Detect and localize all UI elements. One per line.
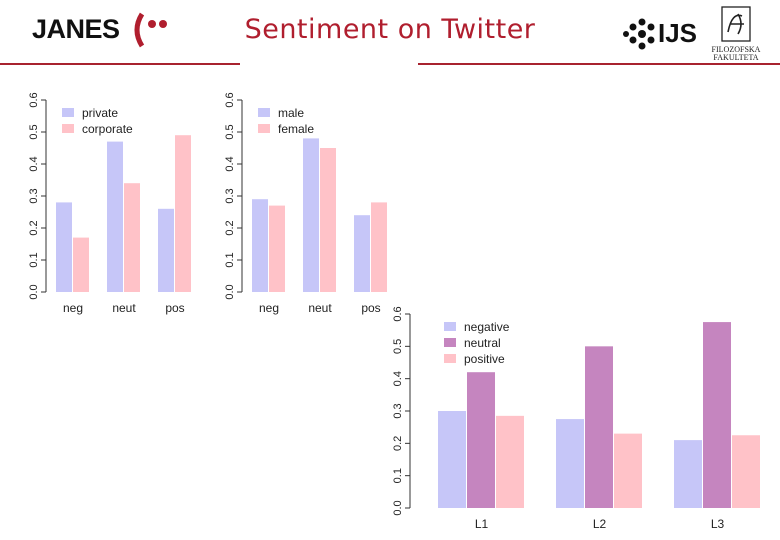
x-category-label: pos (361, 301, 380, 315)
bar-corporate-neut (124, 183, 140, 292)
bar-positive-L3 (732, 435, 760, 508)
y-tick-label: 0.2 (28, 220, 40, 235)
ff-logo-caption: FILOZOFSKA FAKULTETA (711, 45, 761, 62)
bar-male-neg (252, 199, 268, 292)
y-tick-label: 0.0 (28, 284, 40, 299)
bar-private-neg (56, 202, 72, 292)
bar-male-pos (354, 215, 370, 292)
x-category-label: neg (63, 301, 83, 315)
bar-corporate-pos (175, 135, 191, 292)
legend-label-neutral: neutral (464, 336, 501, 350)
y-tick-label: 0.1 (224, 252, 236, 267)
bar-neutral-L1 (467, 372, 495, 508)
x-category-label: pos (165, 301, 184, 315)
legend-swatch-private (62, 108, 74, 117)
bar-female-neg (269, 205, 285, 292)
page-title: Sentiment on Twitter (244, 14, 536, 45)
y-tick-label: 0.1 (392, 468, 404, 483)
y-tick-label: 0.3 (224, 188, 236, 203)
bar-male-neut (303, 138, 319, 292)
legend-label-negative: negative (464, 320, 510, 334)
legend-label-male: male (278, 106, 304, 120)
legend-swatch-corporate (62, 124, 74, 133)
chart-private-corporate: 0.0 0.1 0.2 0.3 0.4 0.5 0.6 neg neut pos private co… (28, 92, 191, 315)
bar-private-neut (107, 141, 123, 292)
legend-label-positive: positive (464, 352, 505, 366)
y-tick-label: 0.4 (28, 156, 40, 171)
legend-label-corporate: corporate (82, 122, 133, 136)
janes-logo-text: JANES (32, 14, 120, 44)
y-tick-label: 0.1 (28, 252, 40, 267)
y-tick-label: 0.3 (28, 188, 40, 203)
x-category-label: L2 (593, 517, 607, 531)
y-tick-label: 0.3 (392, 403, 404, 418)
x-category-label: neut (308, 301, 332, 315)
x-category-label: neg (259, 301, 279, 315)
header-divider-right (418, 63, 780, 65)
x-category-label: neut (112, 301, 136, 315)
bar-neutral-L2 (585, 346, 613, 508)
y-tick-label: 0.5 (392, 339, 404, 354)
y-tick-label: 0.0 (224, 284, 236, 299)
y-tick-label: 0.6 (392, 306, 404, 321)
y-tick-label: 0.4 (392, 371, 404, 386)
y-tick-label: 0.4 (224, 156, 236, 171)
legend-swatch-female (258, 124, 270, 133)
ijs-logo: IJS (622, 18, 697, 59)
chart-language-levels: 0.0 0.1 0.2 0.3 0.4 0.5 0.6 L1 L2 L3 negative neutr… (392, 306, 760, 531)
y-tick-label: 0.6 (28, 92, 40, 107)
ff-logo: FILOZOFSKA FAKULTETA (708, 6, 764, 62)
ijs-dots-icon (623, 18, 655, 50)
x-category-label: L3 (711, 517, 725, 531)
y-tick-label: 0.5 (224, 124, 236, 139)
janes-mark-icon (134, 12, 167, 48)
legend-label-private: private (82, 106, 118, 120)
y-tick-label: 0.6 (224, 92, 236, 107)
bar-positive-L2 (614, 433, 642, 508)
legend-swatch-negative (444, 322, 456, 331)
janes-logo: JANES (32, 12, 167, 54)
bar-negative-L2 (556, 419, 584, 508)
y-tick-label: 0.2 (224, 220, 236, 235)
bar-neutral-L3 (703, 322, 731, 508)
y-tick-label: 0.0 (392, 500, 404, 515)
chart-male-female: 0.0 0.1 0.2 0.3 0.4 0.5 0.6 neg neut pos male femal… (224, 92, 387, 315)
bar-corporate-neg (73, 237, 89, 292)
legend-swatch-neutral (444, 338, 456, 347)
header-divider-left (0, 63, 240, 65)
bar-female-neut (320, 148, 336, 292)
legend-swatch-positive (444, 354, 456, 363)
bar-negative-L3 (674, 440, 702, 508)
bar-private-pos (158, 208, 174, 292)
legend-label-female: female (278, 122, 314, 136)
y-tick-label: 0.5 (28, 124, 40, 139)
legend-swatch-male (258, 108, 270, 117)
bar-female-pos (371, 202, 387, 292)
ijs-logo-text: IJS (658, 18, 698, 48)
y-tick-label: 0.2 (392, 436, 404, 451)
bar-negative-L1 (438, 411, 466, 508)
bar-positive-L1 (496, 415, 524, 508)
ff-emblem-icon (721, 6, 751, 42)
x-category-label: L1 (475, 517, 489, 531)
